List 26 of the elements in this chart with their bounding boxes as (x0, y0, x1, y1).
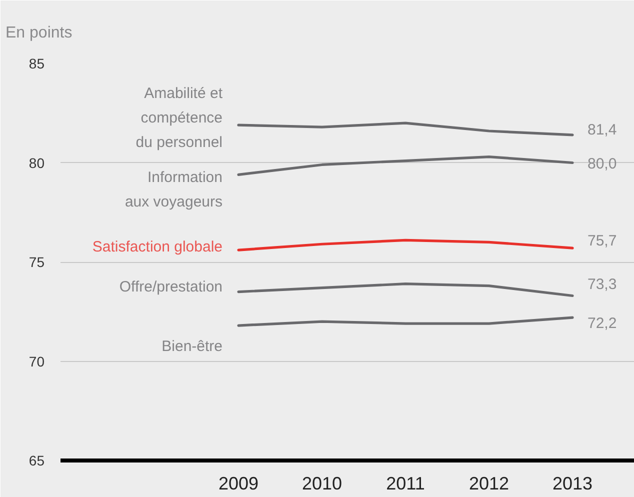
y-tick-label: 65 (28, 452, 45, 468)
series-label: Amabilité et compétence du personnel (136, 84, 224, 152)
y-tick-label: 75 (28, 254, 45, 270)
line-series (237, 238, 574, 252)
series-label: Bien-être (162, 338, 223, 356)
series-label: Satisfaction globale (92, 238, 223, 256)
data-label: 81,4 (588, 121, 617, 138)
y-axis-title: En points (6, 24, 72, 42)
line-series (237, 155, 574, 176)
line-series (237, 316, 574, 327)
data-label: 73,3 (588, 276, 617, 294)
series-label: Information aux voyageurs (124, 168, 223, 210)
x-tick-label: 2012 (468, 474, 510, 494)
x-tick-label: 2010 (302, 474, 342, 494)
x-tick-label: 2013 (552, 474, 593, 494)
y-tick-label: 70 (28, 353, 45, 370)
line-series (237, 122, 574, 136)
data-label: 80,0 (588, 155, 617, 172)
data-label: 72,2 (588, 315, 617, 332)
y-tick-label: 80 (28, 154, 45, 171)
x-tick-label: 2011 (386, 474, 425, 494)
y-tick-label: 85 (28, 56, 45, 72)
x-tick-label: 2009 (218, 474, 259, 494)
data-label: 75,7 (588, 232, 617, 250)
line-series (237, 282, 574, 298)
series-label: Offre/prestation (119, 278, 223, 296)
